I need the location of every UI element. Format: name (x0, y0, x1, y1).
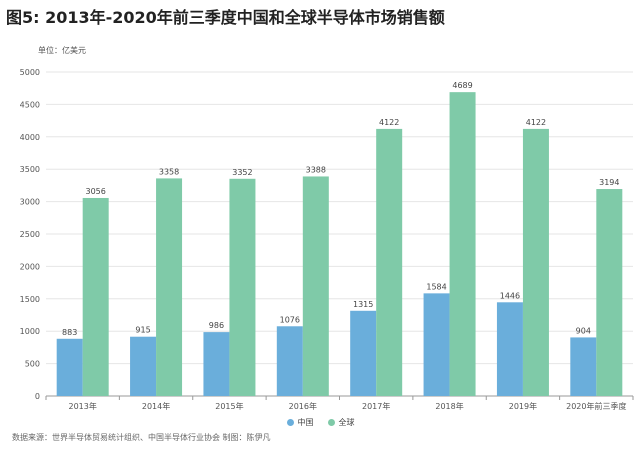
data-label-china: 1076 (280, 315, 300, 324)
y-tick-label: 4500 (20, 100, 40, 109)
data-label-china: 986 (209, 321, 224, 330)
y-tick-label: 3000 (20, 198, 40, 207)
data-label-global: 3388 (306, 165, 326, 174)
bar-china (276, 326, 303, 396)
data-label-china: 915 (135, 326, 150, 335)
y-tick-label: 500 (25, 360, 40, 369)
chart-legend: 中国 全球 (0, 417, 641, 428)
y-tick-label: 2000 (20, 262, 40, 271)
data-label-global: 3194 (599, 178, 619, 187)
chart-title: 图5: 2013年-2020年前三季度中国和全球半导体市场销售额 (6, 8, 445, 27)
x-tick-label: 2020年前三季度 (566, 401, 626, 411)
y-tick-label: 5000 (20, 68, 40, 77)
y-tick-label: 2500 (20, 230, 40, 239)
data-label-global: 3352 (232, 168, 252, 177)
bar-global (596, 189, 623, 396)
bar-global (449, 92, 476, 396)
x-tick-label: 2013年 (69, 401, 97, 411)
bar-global (302, 176, 329, 396)
data-label-china: 1584 (426, 282, 446, 291)
source-note: 数据来源：世界半导体贸易统计组织、中国半导体行业协会 制图：陈伊凡 (12, 433, 271, 442)
x-tick-label: 2018年 (435, 401, 463, 411)
x-tick-label: 2014年 (142, 401, 170, 411)
bar-global (82, 197, 109, 396)
unit-label: 单位：亿美元 (38, 46, 86, 55)
legend-label-global: 全球 (338, 418, 355, 427)
data-label-china: 1446 (500, 291, 520, 300)
y-tick-label: 3500 (20, 165, 40, 174)
bar-china (423, 293, 450, 396)
bar-china (203, 332, 230, 396)
legend-dot-global (327, 419, 335, 426)
x-tick-label: 2015年 (215, 401, 243, 411)
y-tick-label: 0 (35, 392, 40, 401)
x-tick-label: 2016年 (289, 401, 317, 411)
data-label-china: 904 (576, 326, 591, 335)
data-label-global: 3056 (86, 187, 106, 196)
bar-global (156, 178, 183, 396)
data-label-global: 4689 (452, 81, 472, 90)
data-label-global: 4122 (379, 118, 399, 127)
bar-china (496, 302, 523, 396)
y-tick-label: 1000 (20, 327, 40, 336)
legend-dot-china (286, 419, 294, 426)
data-label-global: 4122 (526, 118, 546, 127)
data-label-china: 1315 (353, 300, 373, 309)
data-label-china: 883 (62, 328, 77, 337)
x-tick-label: 2019年 (509, 401, 537, 411)
data-label-global: 3358 (159, 167, 179, 176)
legend-label-china: 中国 (297, 418, 314, 427)
bar-china (130, 336, 157, 396)
bar-global (229, 178, 256, 396)
legend-item-china[interactable]: 中国 (286, 417, 314, 428)
bar-china (570, 337, 597, 396)
bar-global (376, 128, 403, 396)
y-tick-label: 4000 (20, 133, 40, 142)
bar-china (350, 310, 377, 396)
bar-global (522, 128, 549, 396)
legend-item-global[interactable]: 全球 (327, 417, 355, 428)
x-tick-label: 2017年 (362, 401, 390, 411)
y-tick-label: 1500 (20, 295, 40, 304)
bar-china (56, 338, 83, 396)
